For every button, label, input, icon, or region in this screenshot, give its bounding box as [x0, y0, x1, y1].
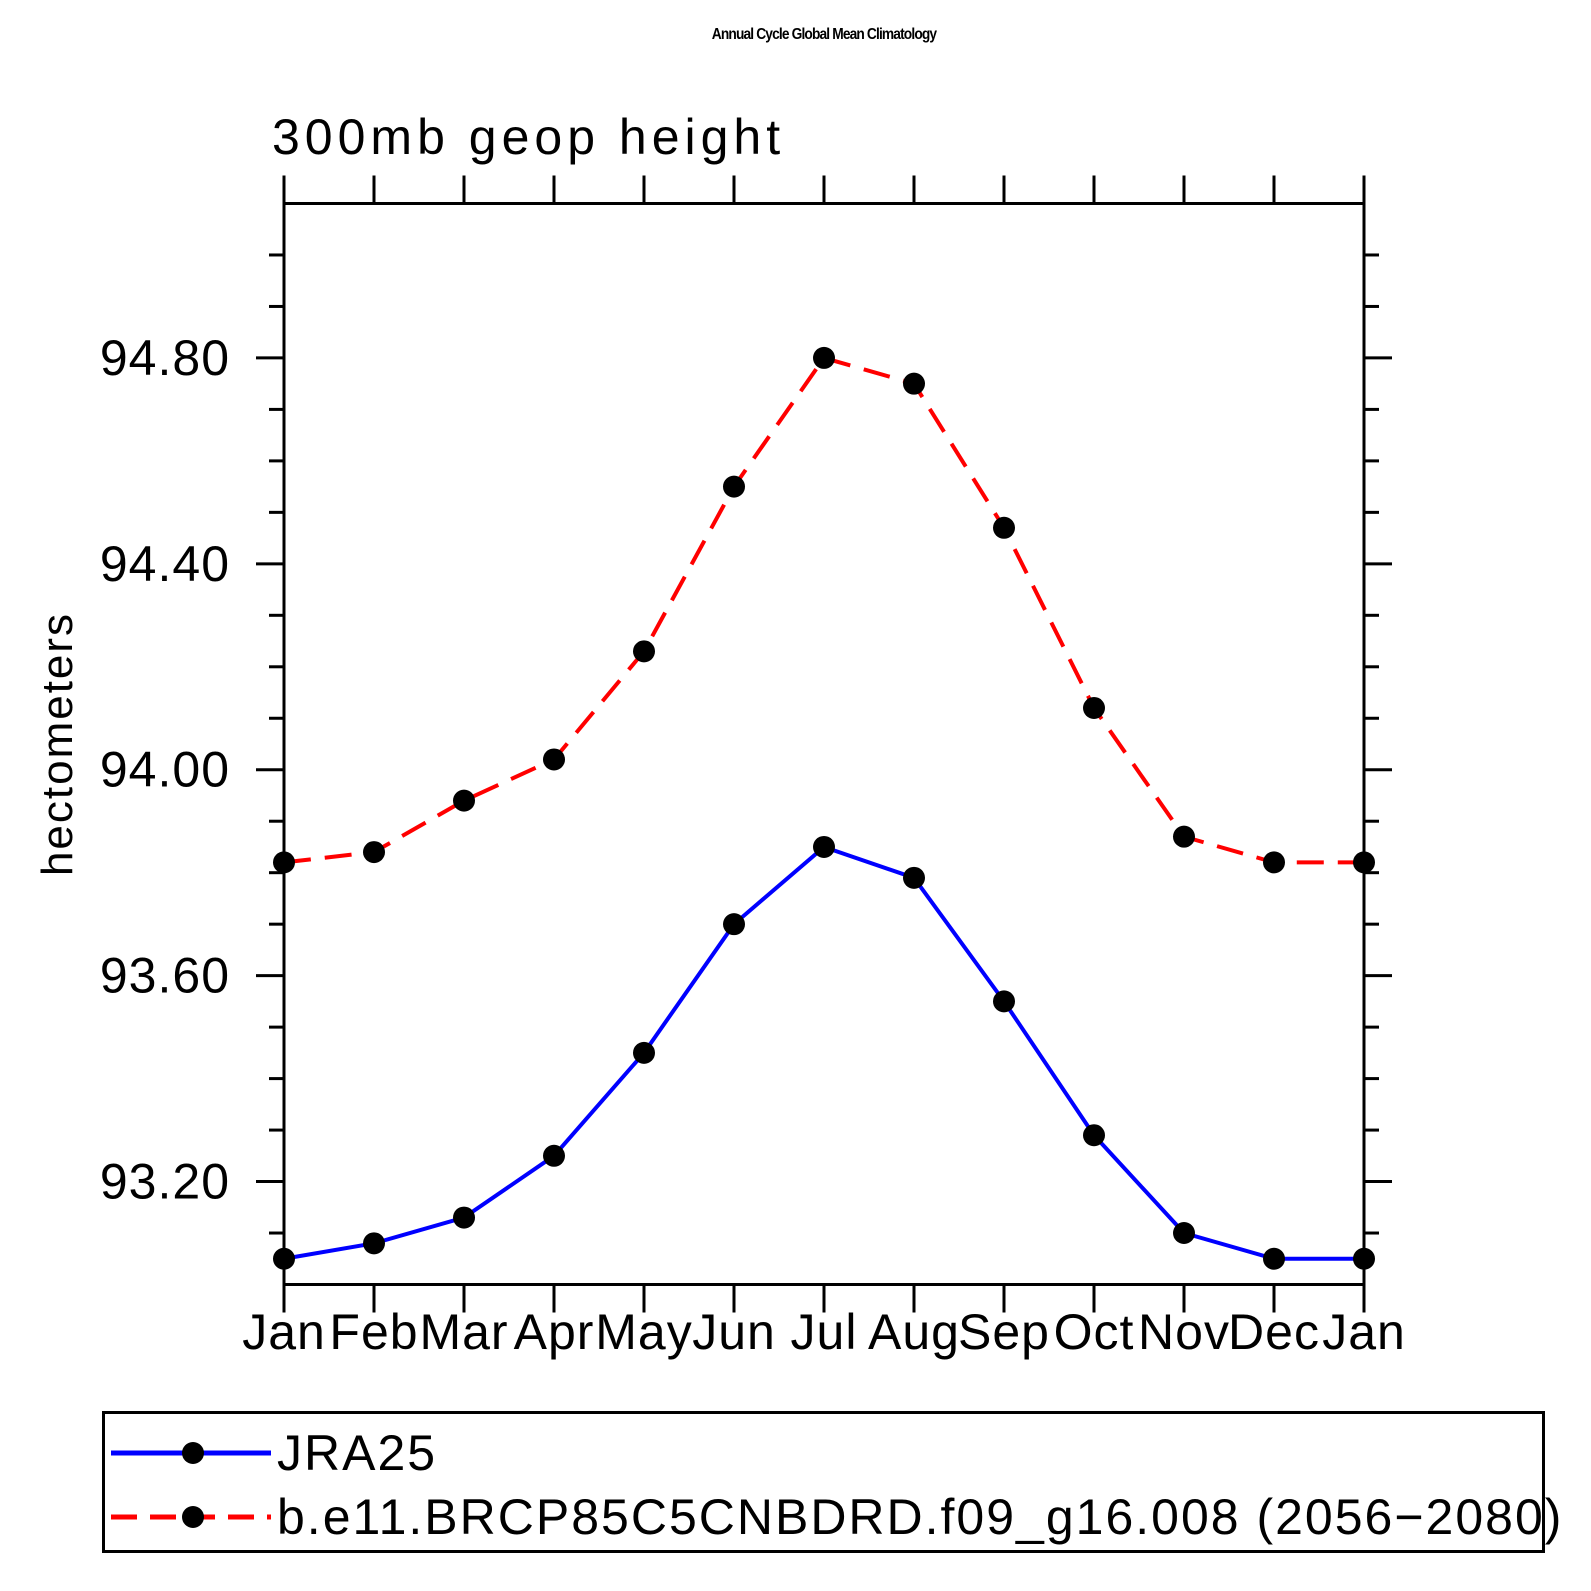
data-point-marker — [903, 866, 925, 889]
chart-subtitle: 300mb geop height — [272, 109, 786, 165]
data-point-marker — [1353, 1247, 1375, 1270]
data-point-marker — [543, 1144, 565, 1167]
data-point-marker — [273, 851, 295, 874]
legend-box: JRA25 b.e11.BRCP85C5CNBDRD.f09_g16.008 (… — [102, 1411, 1561, 1553]
data-point-marker — [453, 789, 475, 812]
x-tick-label: Mar — [419, 1304, 508, 1360]
data-point-marker — [993, 990, 1015, 1013]
chart-title: Annual Cycle Global Mean Climatology — [711, 26, 937, 43]
legend-label-jra25: JRA25 — [277, 1425, 438, 1481]
data-point-marker — [273, 1247, 295, 1270]
data-point-marker — [453, 1206, 475, 1229]
legend-line-sample-solid — [111, 1442, 271, 1464]
data-point-marker — [1263, 851, 1285, 874]
legend-marker-dot-icon — [182, 1506, 204, 1528]
x-tick-label: Jul — [791, 1304, 858, 1360]
data-point-marker — [633, 1041, 655, 1064]
x-tick-label: May — [595, 1304, 692, 1360]
data-point-marker — [363, 1232, 385, 1255]
data-point-marker — [363, 841, 385, 864]
y-tick-label: 93.20 — [100, 1154, 230, 1210]
series-line-1 — [283, 355, 1364, 865]
data-point-marker — [1083, 1124, 1105, 1147]
legend-marker-dot-icon — [182, 1442, 204, 1464]
data-series — [273, 346, 1375, 1270]
x-tick-label: Jan — [242, 1304, 326, 1360]
data-point-marker — [543, 748, 565, 771]
data-point-marker — [1173, 1222, 1195, 1245]
y-tick-label: 93.60 — [100, 948, 230, 1004]
data-point-marker — [993, 516, 1015, 539]
x-tick-label: Sep — [958, 1304, 1050, 1360]
y-tick-label: 94.40 — [100, 536, 230, 592]
series-line-0 — [283, 844, 1364, 1261]
x-tick-label: Jun — [692, 1304, 776, 1360]
y-tick-label: 94.00 — [100, 742, 230, 798]
x-tick-label: Feb — [329, 1304, 418, 1360]
axes-frame — [256, 175, 1392, 1313]
x-tick-label: Nov — [1138, 1304, 1230, 1360]
legend-item-model: b.e11.BRCP85C5CNBDRD.f09_g16.008 (2056−2… — [109, 1489, 1564, 1545]
data-point-marker — [1353, 851, 1375, 874]
data-point-marker — [813, 835, 835, 858]
legend-label-model: b.e11.BRCP85C5CNBDRD.f09_g16.008 (2056−2… — [277, 1489, 1564, 1545]
x-tick-label: Aug — [868, 1304, 960, 1360]
legend-line-sample-dashed — [111, 1506, 271, 1528]
x-tick-label: Dec — [1228, 1304, 1320, 1360]
data-point-marker — [1173, 825, 1195, 848]
data-point-marker — [633, 640, 655, 663]
x-tick-label: Jan — [1322, 1304, 1406, 1360]
data-point-marker — [1083, 696, 1105, 719]
data-point-marker — [1263, 1247, 1285, 1270]
data-point-marker — [813, 346, 835, 369]
x-tick-label: Oct — [1054, 1304, 1135, 1360]
data-point-marker — [723, 475, 745, 498]
x-tick-label: Apr — [514, 1304, 595, 1360]
data-point-marker — [723, 913, 745, 936]
y-tick-label: 94.80 — [100, 330, 230, 386]
legend-item-jra25: JRA25 — [109, 1425, 438, 1481]
data-point-marker — [903, 372, 925, 395]
